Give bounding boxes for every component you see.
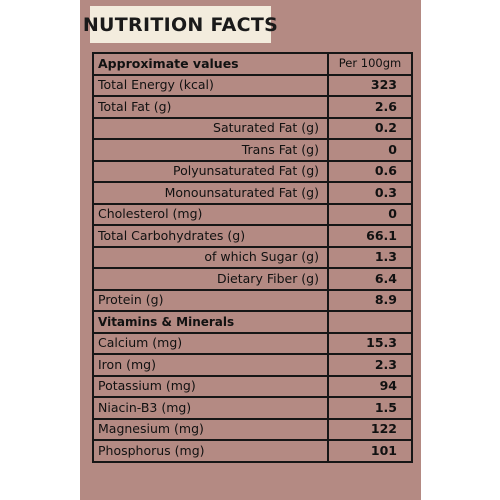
table-row: Protein (g) 8.9 <box>92 288 413 312</box>
table-row: Potassium (mg) 94 <box>92 374 413 398</box>
row-value: 66.1 <box>327 224 413 248</box>
table-row: Polyunsaturated Fat (g) 0.6 <box>92 159 413 183</box>
row-value: 8.9 <box>327 288 413 312</box>
table-row: Phosphorus (mg) 101 <box>92 439 413 463</box>
section-row: Vitamins & Minerals <box>92 310 413 334</box>
table-row: Niacin-B3 (mg) 1.5 <box>92 396 413 420</box>
table-row: Total Energy (kcal) 323 <box>92 73 413 97</box>
row-value <box>327 310 413 334</box>
nutrition-table: Approximate values Per 100gm Total Energ… <box>92 52 413 463</box>
row-value: 323 <box>327 73 413 97</box>
row-value: 2.6 <box>327 95 413 119</box>
row-label: Niacin-B3 (mg) <box>92 396 329 420</box>
section-label: Vitamins & Minerals <box>92 310 329 334</box>
row-value: 0.2 <box>327 116 413 140</box>
row-label: Cholesterol (mg) <box>92 202 329 226</box>
row-label: Total Carbohydrates (g) <box>92 224 329 248</box>
table-header-row: Approximate values Per 100gm <box>92 52 413 76</box>
row-label: Potassium (mg) <box>92 374 329 398</box>
table-row: Trans Fat (g) 0 <box>92 138 413 162</box>
nutrition-facts-title: NUTRITION FACTS <box>82 13 279 36</box>
row-label: of which Sugar (g) <box>92 245 329 269</box>
row-label: Iron (mg) <box>92 353 329 377</box>
row-label: Monounsaturated Fat (g) <box>92 181 329 205</box>
row-value: 122 <box>327 417 413 441</box>
row-label: Polyunsaturated Fat (g) <box>92 159 329 183</box>
nutrition-facts-panel: NUTRITION FACTS Approximate values Per 1… <box>80 0 421 500</box>
title-badge: NUTRITION FACTS <box>83 6 278 43</box>
row-value: 0.6 <box>327 159 413 183</box>
row-value: 1.5 <box>327 396 413 420</box>
table-row: Calcium (mg) 15.3 <box>92 331 413 355</box>
row-value: 15.3 <box>327 331 413 355</box>
row-label: Saturated Fat (g) <box>92 116 329 140</box>
row-label: Calcium (mg) <box>92 331 329 355</box>
header-label: Approximate values <box>92 52 329 76</box>
row-label: Total Fat (g) <box>92 95 329 119</box>
table-row: Monounsaturated Fat (g) 0.3 <box>92 181 413 205</box>
table-row: Total Fat (g) 2.6 <box>92 95 413 119</box>
row-label: Total Energy (kcal) <box>92 73 329 97</box>
row-label: Magnesium (mg) <box>92 417 329 441</box>
row-value: 101 <box>327 439 413 463</box>
row-value: 2.3 <box>327 353 413 377</box>
row-label: Phosphorus (mg) <box>92 439 329 463</box>
table-row: Cholesterol (mg) 0 <box>92 202 413 226</box>
table-row: of which Sugar (g) 1.3 <box>92 245 413 269</box>
table-row: Dietary Fiber (g) 6.4 <box>92 267 413 291</box>
row-label: Protein (g) <box>92 288 329 312</box>
table-row: Magnesium (mg) 122 <box>92 417 413 441</box>
row-value: 0 <box>327 138 413 162</box>
row-label: Dietary Fiber (g) <box>92 267 329 291</box>
table-row: Total Carbohydrates (g) 66.1 <box>92 224 413 248</box>
row-value: 6.4 <box>327 267 413 291</box>
row-value: 1.3 <box>327 245 413 269</box>
row-value: 0 <box>327 202 413 226</box>
table-row: Saturated Fat (g) 0.2 <box>92 116 413 140</box>
header-value: Per 100gm <box>327 52 413 76</box>
row-value: 0.3 <box>327 181 413 205</box>
row-value: 94 <box>327 374 413 398</box>
table-row: Iron (mg) 2.3 <box>92 353 413 377</box>
row-label: Trans Fat (g) <box>92 138 329 162</box>
